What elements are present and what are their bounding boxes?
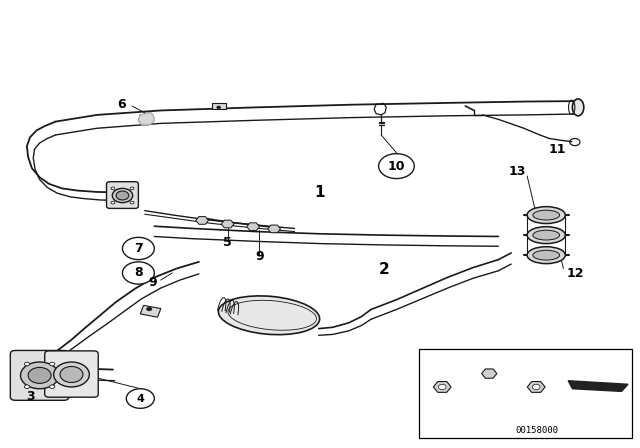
Text: 5: 5 [223, 236, 232, 249]
Text: 9: 9 [255, 250, 264, 263]
Circle shape [122, 237, 154, 260]
Ellipse shape [527, 227, 565, 244]
Circle shape [532, 384, 540, 390]
Ellipse shape [218, 296, 319, 335]
Circle shape [50, 385, 55, 388]
Ellipse shape [527, 247, 565, 263]
Ellipse shape [533, 250, 559, 260]
Circle shape [122, 262, 154, 284]
Polygon shape [568, 381, 628, 392]
Ellipse shape [527, 207, 565, 224]
Circle shape [379, 154, 414, 179]
Circle shape [126, 389, 154, 408]
Text: 10: 10 [388, 159, 405, 172]
Ellipse shape [572, 99, 584, 116]
Text: 7: 7 [134, 242, 143, 255]
Text: 9: 9 [148, 276, 157, 289]
FancyBboxPatch shape [45, 351, 99, 397]
Circle shape [130, 201, 134, 204]
Ellipse shape [533, 230, 559, 240]
Circle shape [50, 362, 55, 366]
Text: 3: 3 [26, 390, 35, 403]
Circle shape [438, 384, 446, 390]
Text: 6: 6 [485, 365, 493, 375]
Text: 10: 10 [529, 365, 544, 375]
Circle shape [24, 362, 29, 366]
Circle shape [147, 307, 152, 311]
Circle shape [28, 367, 51, 383]
Text: 12: 12 [566, 267, 584, 280]
Polygon shape [138, 113, 154, 125]
Ellipse shape [533, 210, 559, 220]
Circle shape [217, 106, 221, 109]
Circle shape [130, 187, 134, 190]
Circle shape [24, 385, 29, 388]
Circle shape [112, 188, 132, 202]
Bar [419, 349, 632, 438]
FancyBboxPatch shape [106, 182, 138, 208]
Circle shape [111, 201, 115, 204]
Text: 1: 1 [315, 185, 325, 200]
Circle shape [111, 187, 115, 190]
Circle shape [60, 366, 83, 383]
Circle shape [20, 362, 59, 389]
Bar [212, 103, 226, 109]
Text: 2: 2 [378, 262, 389, 277]
Text: 4: 4 [136, 393, 144, 404]
Text: 7: 7 [438, 409, 446, 420]
Circle shape [54, 362, 90, 387]
Text: 4: 4 [438, 365, 446, 375]
Circle shape [116, 191, 129, 200]
FancyBboxPatch shape [10, 350, 69, 401]
Text: 13: 13 [509, 165, 526, 178]
Text: 8: 8 [134, 267, 143, 280]
Text: 6: 6 [117, 98, 125, 111]
Text: 00158000: 00158000 [515, 426, 558, 435]
Text: 11: 11 [548, 143, 566, 156]
Bar [140, 306, 161, 317]
